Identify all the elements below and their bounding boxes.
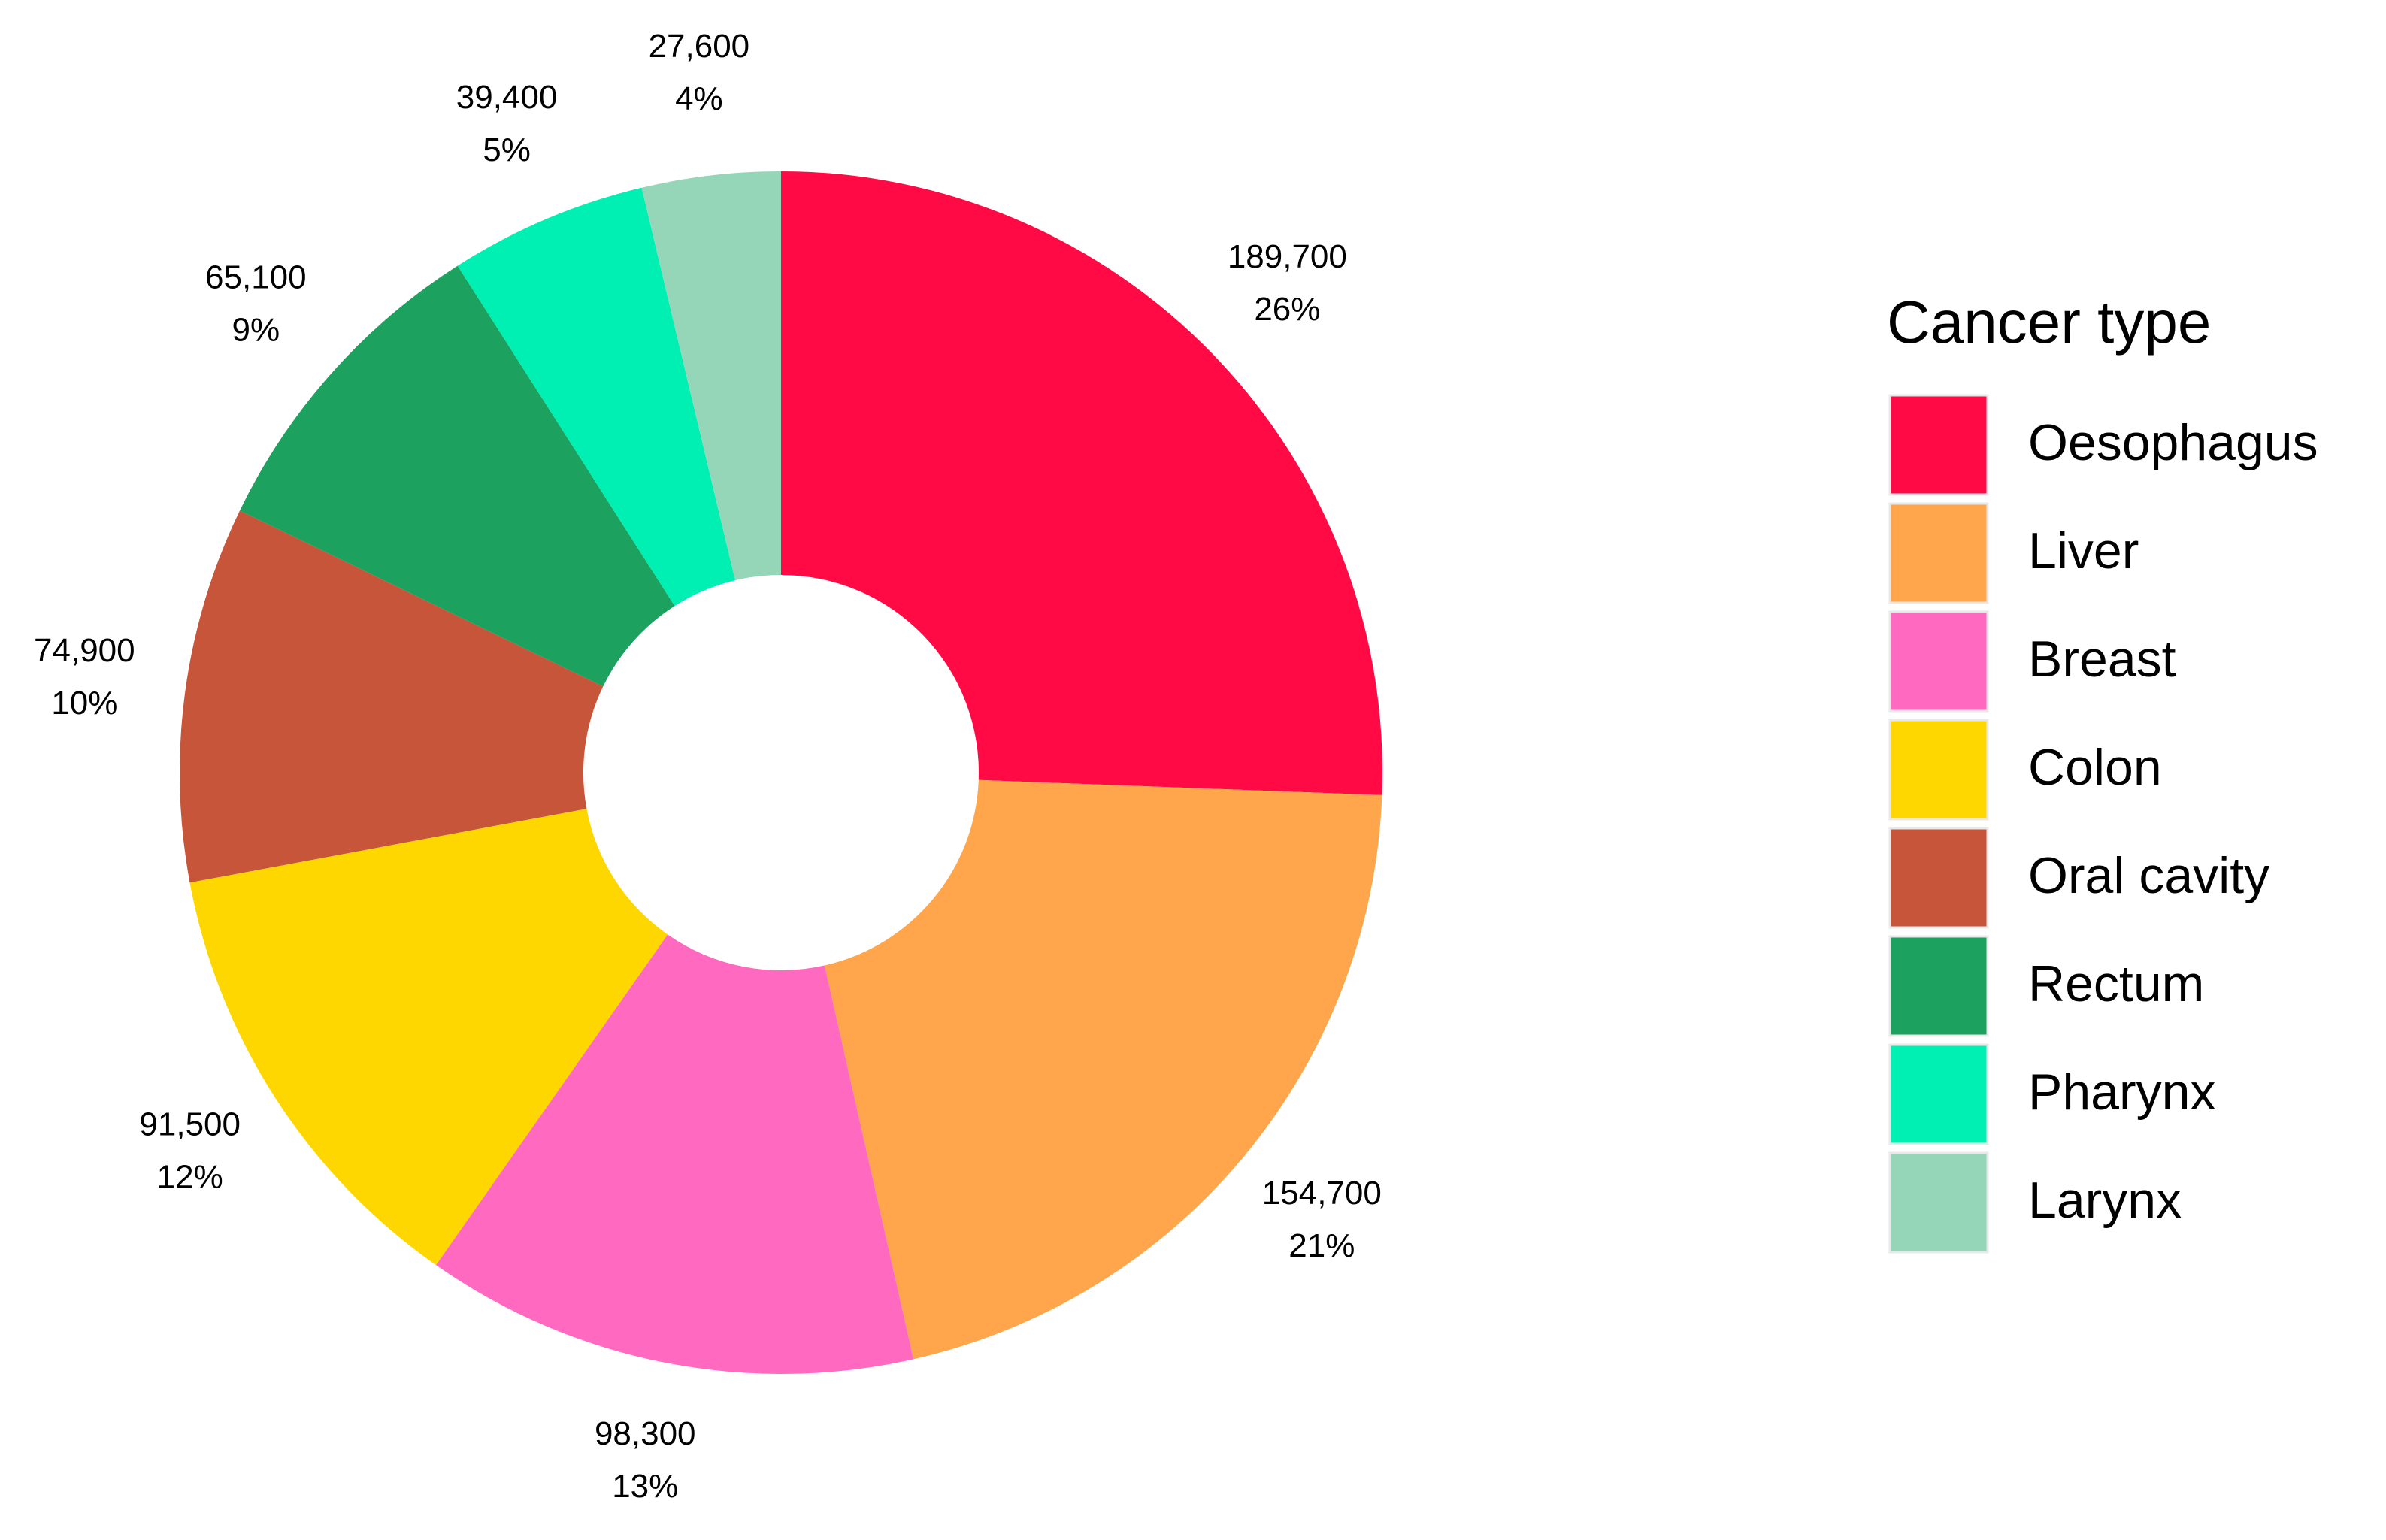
- value-label: 154,700: [1262, 1175, 1382, 1212]
- percent-label: 5%: [483, 132, 531, 168]
- legend-swatch: [1888, 827, 1989, 929]
- percent-label: 10%: [51, 685, 117, 722]
- legend-label: Larynx: [2028, 1172, 2182, 1229]
- percent-label: 26%: [1254, 291, 1320, 328]
- legend-title: Cancer type: [1887, 289, 2211, 356]
- legend-swatch: [1888, 502, 1989, 604]
- percent-label: 9%: [232, 311, 280, 348]
- slice: [824, 779, 1382, 1360]
- legend-swatch: [1888, 935, 1989, 1037]
- slice: [435, 934, 914, 1374]
- value-label: 189,700: [1228, 238, 1347, 275]
- value-label: 27,600: [649, 28, 750, 65]
- legend-label: Breast: [2028, 631, 2176, 688]
- value-label: 74,900: [34, 632, 135, 669]
- percent-label: 21%: [1288, 1227, 1355, 1264]
- legend-label: Rectum: [2028, 955, 2204, 1012]
- legend-swatch: [1888, 1151, 1989, 1254]
- slice: [457, 187, 736, 607]
- slice: [239, 265, 675, 687]
- value-label: 98,300: [595, 1415, 696, 1452]
- legend-label: Liver: [2028, 522, 2139, 579]
- percent-label: 12%: [157, 1159, 223, 1196]
- slice: [180, 510, 604, 883]
- legend-swatch: [1888, 1043, 1989, 1145]
- legend-label: Pharynx: [2028, 1063, 2215, 1121]
- value-label: 91,500: [139, 1106, 241, 1143]
- slice: [641, 171, 781, 581]
- percent-label: 13%: [612, 1468, 678, 1505]
- legend-swatch: [1888, 610, 1989, 713]
- percent-label: 4%: [675, 80, 723, 117]
- slice: [781, 171, 1383, 795]
- legend-label: Oesophagus: [2028, 414, 2318, 471]
- value-label: 39,400: [456, 79, 558, 116]
- slice: [189, 809, 668, 1266]
- legend-label: Colon: [2028, 739, 2162, 796]
- legend-swatch: [1888, 394, 1989, 496]
- legend-swatch: [1888, 719, 1989, 821]
- value-label: 65,100: [205, 259, 307, 295]
- legend-label: Oral cavity: [2028, 847, 2269, 904]
